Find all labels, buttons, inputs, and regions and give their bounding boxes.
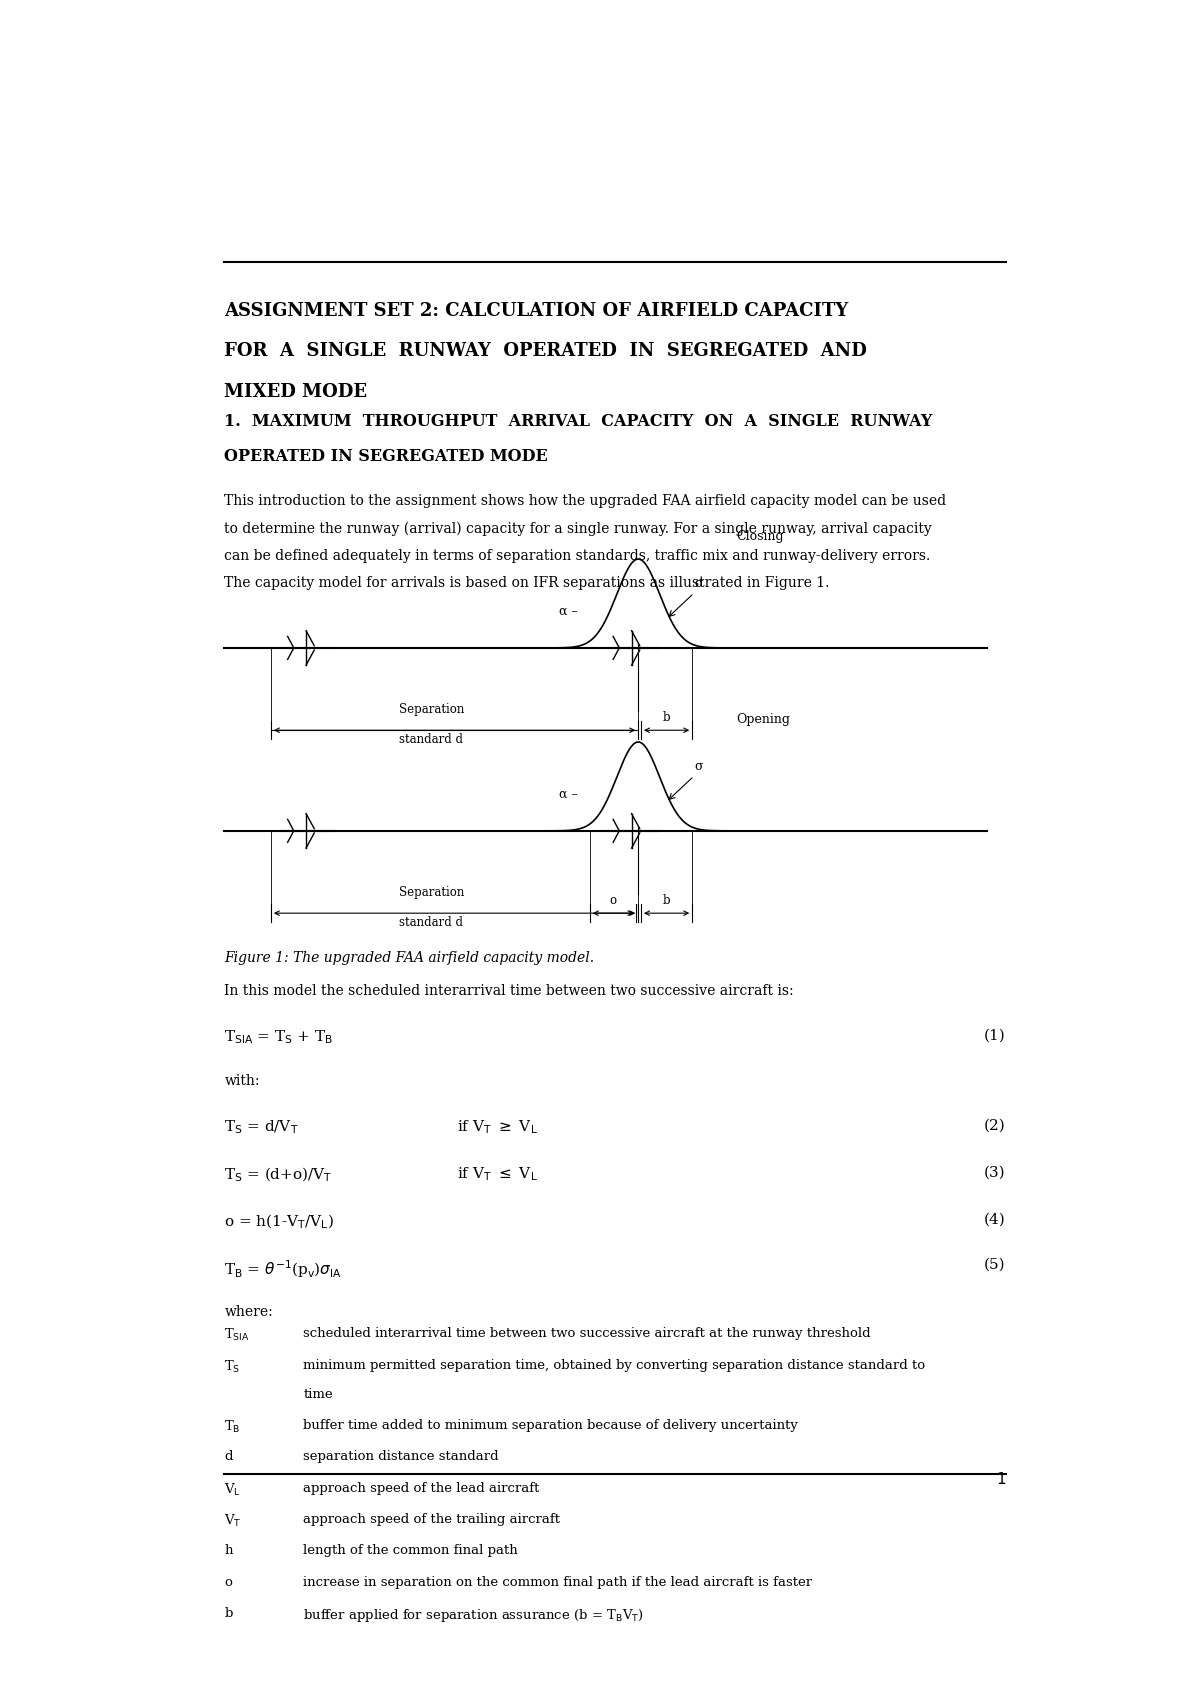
Text: (1): (1) [984,1028,1006,1042]
Text: time: time [304,1388,334,1400]
Text: approach speed of the lead aircraft: approach speed of the lead aircraft [304,1481,540,1495]
Text: 1.  MAXIMUM  THROUGHPUT  ARRIVAL  CAPACITY  ON  A  SINGLE  RUNWAY: 1. MAXIMUM THROUGHPUT ARRIVAL CAPACITY O… [224,412,932,429]
Text: o = h(1-V$_{\rm T}$/V$_{\rm L}$): o = h(1-V$_{\rm T}$/V$_{\rm L}$) [224,1212,335,1230]
Text: with:: with: [224,1074,260,1088]
Text: T$_{\rm B}$ = $\theta^{-1}$(p$_{\rm v}$)$\sigma_{\rm IA}$: T$_{\rm B}$ = $\theta^{-1}$(p$_{\rm v}$)… [224,1257,342,1280]
Text: T$_{\rm S}$: T$_{\rm S}$ [224,1359,241,1375]
Text: o: o [224,1575,233,1588]
Text: This introduction to the assignment shows how the upgraded FAA airfield capacity: This introduction to the assignment show… [224,494,947,507]
Text: T$_{\rm S}$ = d/V$_{\rm T}$: T$_{\rm S}$ = d/V$_{\rm T}$ [224,1118,299,1135]
Text: V$_{\rm T}$: V$_{\rm T}$ [224,1514,242,1529]
Text: α –: α – [559,604,578,618]
Text: b: b [662,894,671,906]
Text: d: d [224,1451,233,1463]
Text: T$_{\rm S}$ = (d+o)/V$_{\rm T}$: T$_{\rm S}$ = (d+o)/V$_{\rm T}$ [224,1166,332,1185]
Text: In this model the scheduled interarrival time between two successive aircraft is: In this model the scheduled interarrival… [224,984,794,998]
Text: (3): (3) [984,1166,1006,1179]
Text: buffer time added to minimum separation because of delivery uncertainty: buffer time added to minimum separation … [304,1419,798,1432]
Text: OPERATED IN SEGREGATED MODE: OPERATED IN SEGREGATED MODE [224,448,548,465]
Text: if V$_{\rm T}$ $\leq$ V$_{\rm L}$: if V$_{\rm T}$ $\leq$ V$_{\rm L}$ [457,1166,538,1183]
Text: (5): (5) [984,1257,1006,1273]
Text: σ: σ [694,760,702,774]
Text: Separation: Separation [398,886,464,899]
Text: scheduled interarrival time between two successive aircraft at the runway thresh: scheduled interarrival time between two … [304,1327,871,1341]
Text: length of the common final path: length of the common final path [304,1544,518,1558]
Text: T$_{\rm B}$: T$_{\rm B}$ [224,1419,241,1436]
Text: standard d: standard d [400,916,463,928]
Text: Closing: Closing [736,531,784,543]
Text: Opening: Opening [736,713,790,726]
Text: b: b [662,711,671,723]
Text: The capacity model for arrivals is based on IFR separations as illustrated in Fi: The capacity model for arrivals is based… [224,575,829,591]
Text: T$_{\rm SIA}$ = T$_{\rm S}$ + T$_{\rm B}$: T$_{\rm SIA}$ = T$_{\rm S}$ + T$_{\rm B}… [224,1028,334,1045]
Text: V$_{\rm L}$: V$_{\rm L}$ [224,1481,241,1498]
Text: σ: σ [694,577,702,591]
Text: to determine the runway (arrival) capacity for a single runway. For a single run: to determine the runway (arrival) capaci… [224,521,932,536]
Text: h: h [224,1544,233,1558]
Text: b: b [224,1607,233,1621]
Text: can be defined adequately in terms of separation standards, traffic mix and runw: can be defined adequately in terms of se… [224,548,931,563]
Text: where:: where: [224,1305,274,1319]
Text: separation distance standard: separation distance standard [304,1451,499,1463]
Text: Separation: Separation [398,703,464,716]
Text: 1: 1 [996,1471,1006,1487]
Text: Figure 1: The upgraded FAA airfield capacity model.: Figure 1: The upgraded FAA airfield capa… [224,950,594,966]
Text: MIXED MODE: MIXED MODE [224,382,367,400]
Text: buffer applied for separation assurance (b = T$_{\rm B}$V$_{\rm T}$): buffer applied for separation assurance … [304,1607,644,1624]
Text: minimum permitted separation time, obtained by converting separation distance st: minimum permitted separation time, obtai… [304,1359,925,1371]
Text: α –: α – [559,787,578,801]
Text: T$_{\rm SIA}$: T$_{\rm SIA}$ [224,1327,251,1344]
Text: approach speed of the trailing aircraft: approach speed of the trailing aircraft [304,1514,560,1526]
Text: (2): (2) [984,1118,1006,1132]
Text: increase in separation on the common final path if the lead aircraft is faster: increase in separation on the common fin… [304,1575,812,1588]
Text: ASSIGNMENT SET 2: CALCULATION OF AIRFIELD CAPACITY: ASSIGNMENT SET 2: CALCULATION OF AIRFIEL… [224,302,848,319]
Text: if V$_{\rm T}$ $\geq$ V$_{\rm L}$: if V$_{\rm T}$ $\geq$ V$_{\rm L}$ [457,1118,538,1135]
Text: FOR  A  SINGLE  RUNWAY  OPERATED  IN  SEGREGATED  AND: FOR A SINGLE RUNWAY OPERATED IN SEGREGAT… [224,343,868,360]
Text: (4): (4) [984,1212,1006,1227]
Text: standard d: standard d [400,733,463,747]
Text: o: o [610,894,617,906]
